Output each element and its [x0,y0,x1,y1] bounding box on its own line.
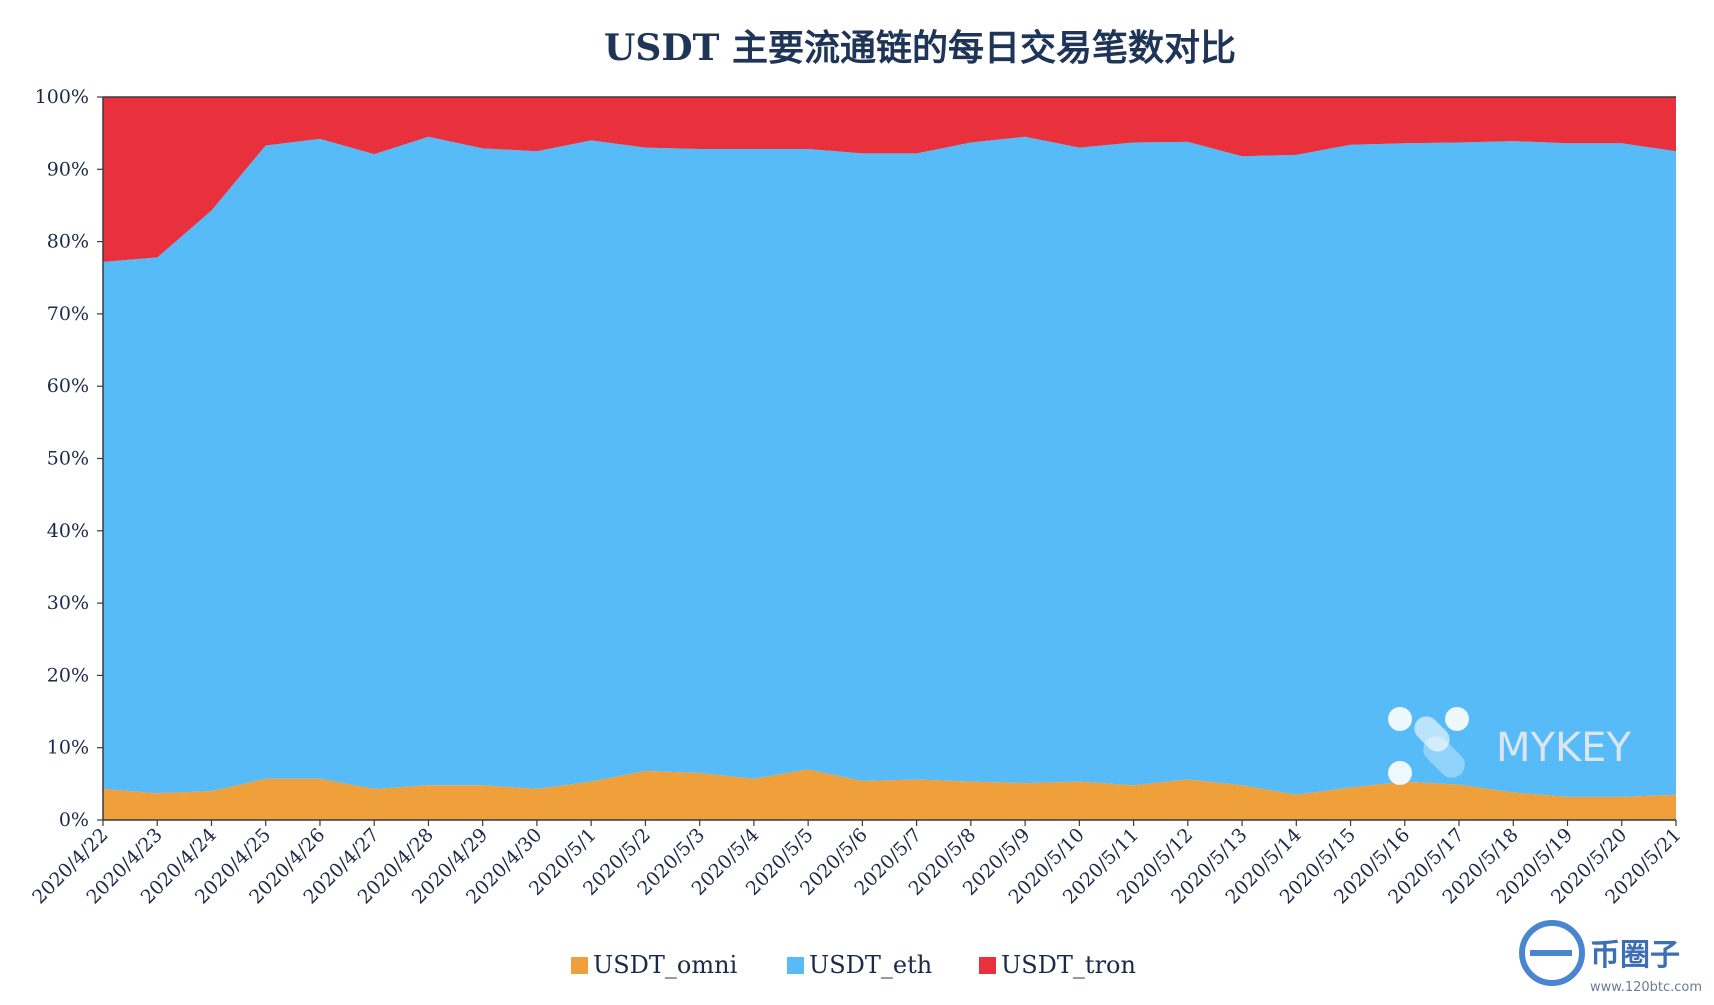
watermark-dot [1388,707,1412,731]
chart-title: USDT 主要流通链的每日交易笔数对比 [604,27,1236,69]
brand-logo: 币圈子 www.120btc.com [1519,920,1702,995]
legend-label-USDT_tron: USDT_tron [1001,951,1136,979]
area-USDT_eth [103,136,1676,797]
legend-label-USDT_omni: USDT_omni [593,951,738,979]
y-tick-label: 10% [47,737,89,759]
y-tick-label: 60% [47,375,89,397]
mykey-watermark: MYKEY [1388,707,1631,785]
y-tick-label: 50% [47,448,89,470]
area-USDT_tron [103,97,1676,262]
area-series-group [103,97,1676,820]
area-USDT_omni [103,769,1676,820]
y-tick-label: 40% [47,520,89,542]
y-tick-label: 90% [47,158,89,180]
watermark-text: MYKEY [1496,725,1631,771]
legend: USDT_omni USDT_eth USDT_tron [571,951,1136,979]
watermark-bar [1423,736,1465,778]
y-tick-label: 100% [35,86,89,108]
legend-swatch-USDT_omni [571,957,588,974]
legend-swatch-USDT_eth [787,957,804,974]
brand-name: 币圈子 [1590,938,1680,973]
brand-url: www.120btc.com [1590,980,1702,995]
watermark-dot [1388,761,1412,785]
y-tick-label: 20% [47,664,89,686]
watermark-bar [1414,716,1450,752]
y-tick-label: 0% [59,809,89,831]
x-axis: 2020/4/222020/4/232020/4/242020/4/252020… [28,820,1686,908]
y-tick-label: 70% [47,303,89,325]
y-tick-label: 80% [47,231,89,253]
brand-e-icon [1519,920,1585,986]
watermark-dot [1445,707,1469,731]
legend-label-USDT_eth: USDT_eth [809,951,932,979]
legend-swatch-USDT_tron [979,957,996,974]
y-tick-label: 30% [47,592,89,614]
y-axis: 0% 10% 20% 30% 40% 50% 60% 70% 80% 90% 100% [35,86,103,831]
